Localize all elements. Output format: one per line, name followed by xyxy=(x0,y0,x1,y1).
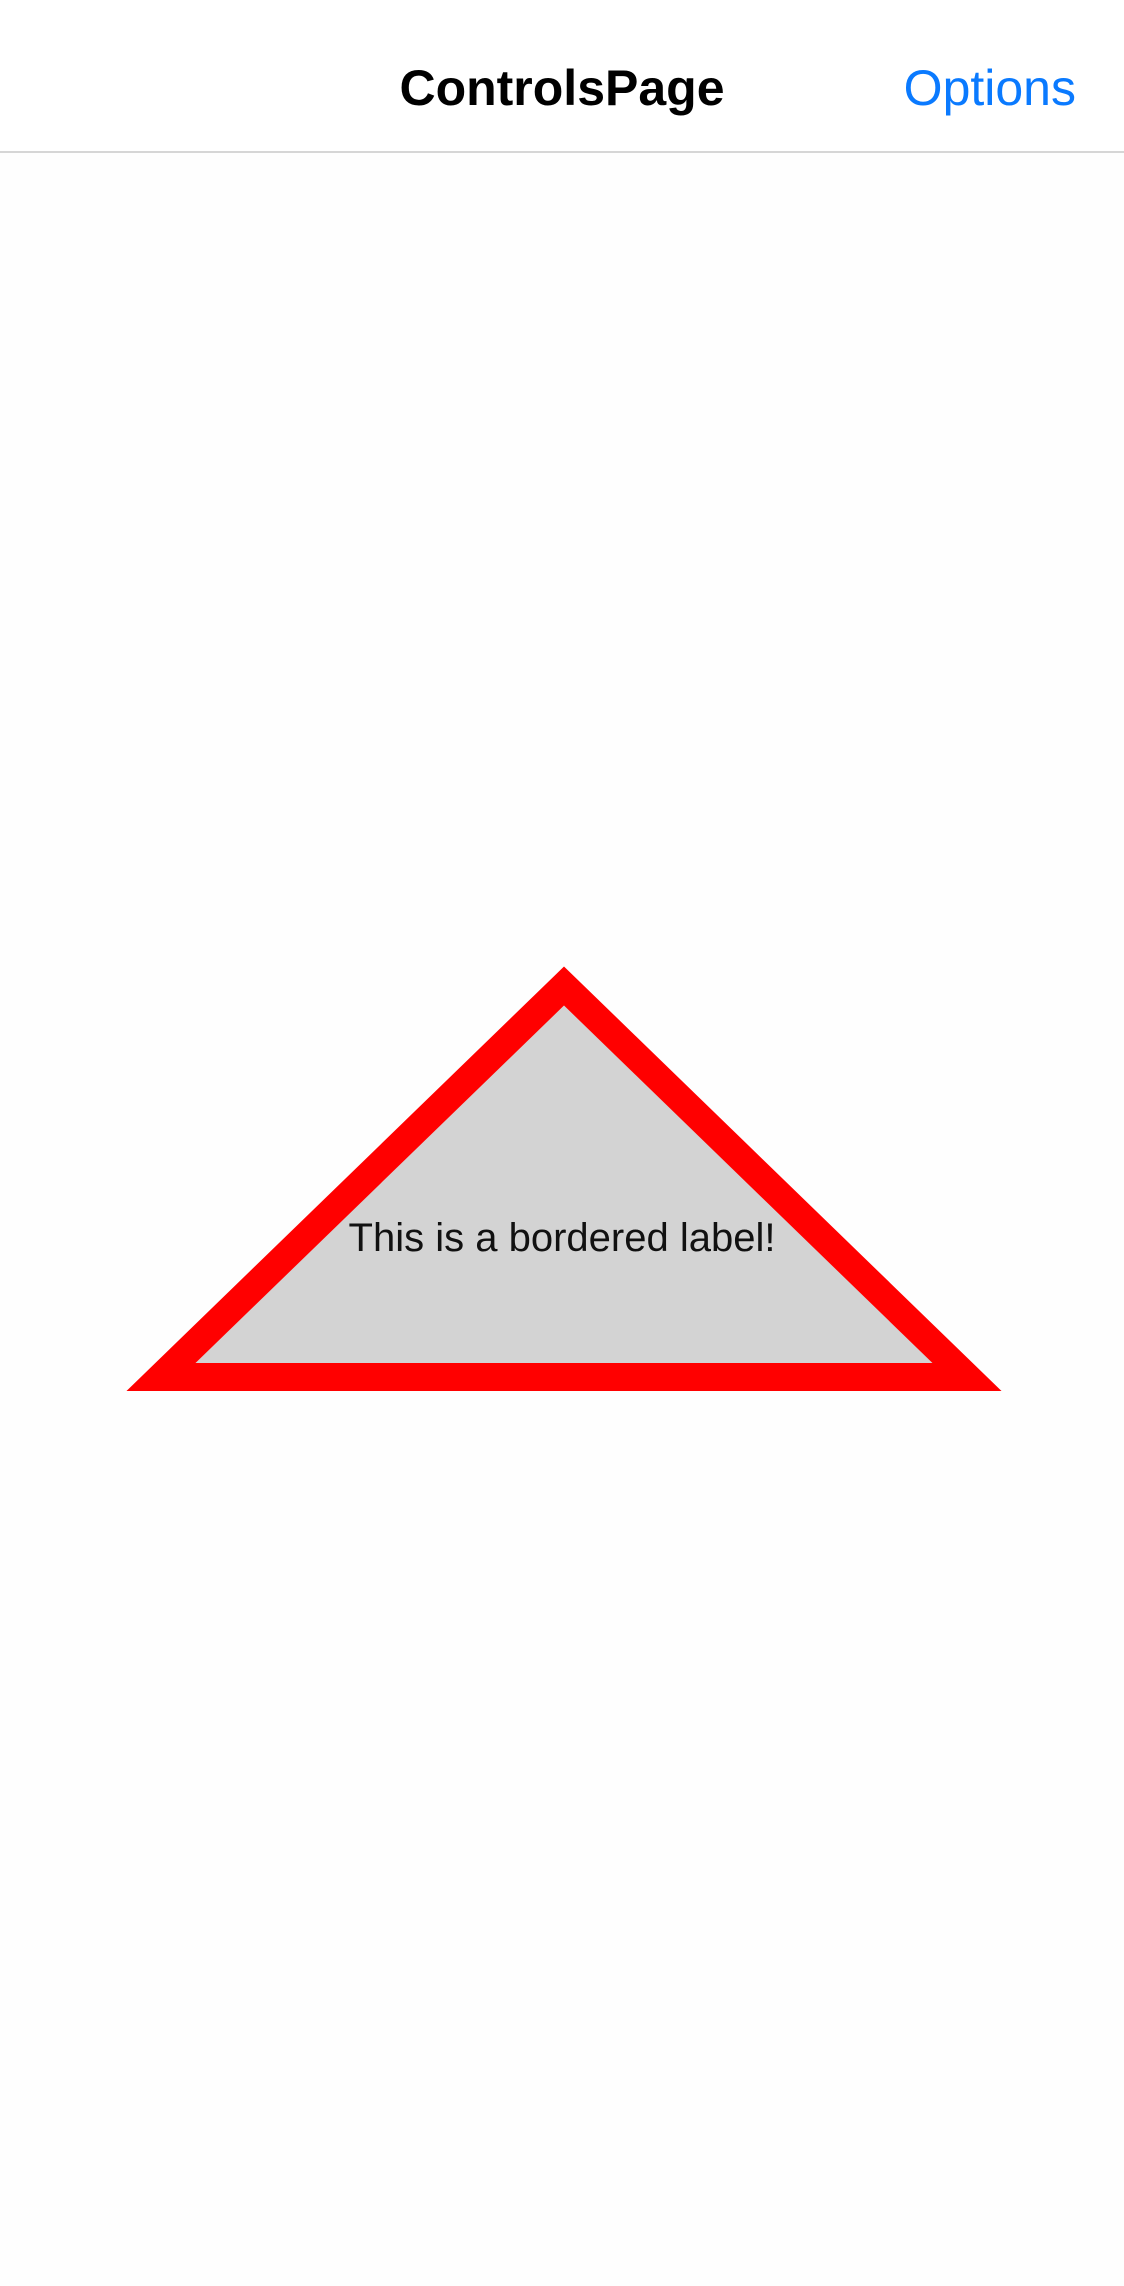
bordered-label-text: This is a bordered label! xyxy=(348,1216,776,1260)
options-button[interactable]: Options xyxy=(903,60,1076,116)
page-title: ControlsPage xyxy=(399,60,725,116)
navigation-bar: ControlsPage Options xyxy=(0,0,1124,153)
triangle-shape xyxy=(126,966,1002,1391)
